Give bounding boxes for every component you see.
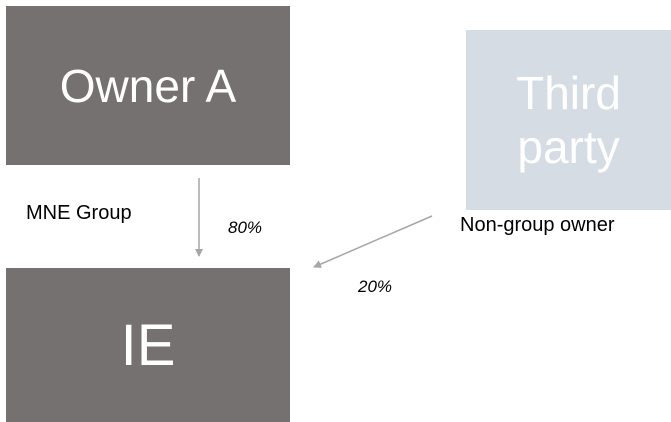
- mne-group-label: MNE Group: [26, 202, 132, 224]
- owner-a-share-label: 80%: [228, 218, 263, 237]
- non-group-owner-label: Non-group owner: [460, 214, 615, 236]
- owner-a-label: Owner A: [59, 59, 237, 112]
- ie-label: IE: [120, 312, 176, 378]
- ie-node: IE: [6, 268, 290, 422]
- third-party-share-label: 20%: [358, 277, 393, 296]
- third-party-label: Third party: [516, 66, 621, 173]
- third-party-node: Third party: [466, 30, 671, 210]
- third-party-to-ie-arrow: [313, 215, 433, 268]
- owner-a-node: Owner A: [6, 6, 290, 165]
